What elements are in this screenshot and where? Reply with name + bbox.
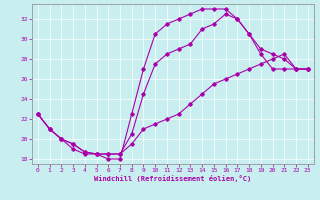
X-axis label: Windchill (Refroidissement éolien,°C): Windchill (Refroidissement éolien,°C) <box>94 175 252 182</box>
